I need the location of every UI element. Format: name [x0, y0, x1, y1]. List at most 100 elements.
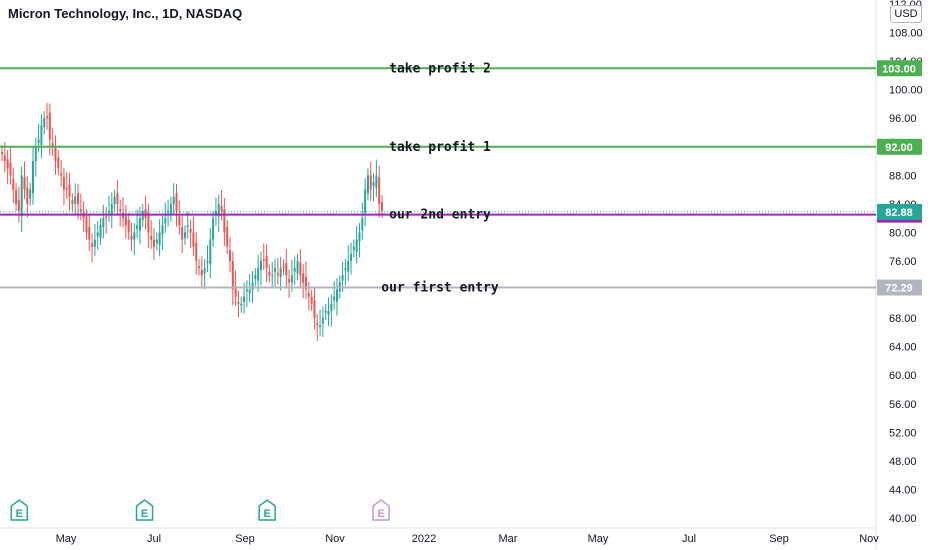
candle-body [212, 218, 215, 240]
candle-body [361, 218, 364, 231]
price-badge-label: 103.00 [882, 63, 916, 75]
candle-body [15, 189, 18, 204]
candle-body [105, 216, 108, 219]
candle-body [237, 302, 240, 304]
candle-body [172, 196, 175, 204]
candle-body [268, 271, 271, 276]
candle-body [17, 200, 20, 212]
earnings-icon[interactable]: E [10, 499, 29, 521]
candle-body [20, 175, 23, 217]
candle-body [46, 116, 49, 119]
candle-body [175, 193, 178, 212]
candle-body [102, 218, 105, 228]
candle-body [229, 250, 231, 261]
candle-body [209, 239, 212, 265]
candle-body [251, 282, 254, 290]
candle-body [40, 125, 43, 145]
x-tick-label: Nov [325, 533, 345, 545]
candle-body [240, 303, 243, 306]
earnings-icon[interactable]: E [135, 499, 154, 521]
candle-body [333, 296, 336, 301]
price-badge [877, 279, 922, 296]
candle-body [60, 173, 63, 176]
y-tick-label: 76.00 [889, 256, 917, 268]
candle-body [265, 255, 268, 269]
candle-body [381, 202, 383, 212]
candle-body [302, 273, 305, 283]
candle-body [169, 203, 172, 215]
candle-body [307, 293, 310, 297]
candle-body [279, 268, 282, 278]
candle-body [99, 225, 102, 238]
candle-body [372, 182, 375, 187]
y-tick-label: 96.00 [889, 113, 917, 125]
candle-body [299, 262, 302, 276]
candle-body [330, 303, 333, 311]
x-tick-label: Sep [235, 533, 255, 545]
candle-body [203, 268, 206, 274]
candle-body [164, 218, 167, 224]
candle-body [274, 268, 277, 272]
y-tick-label: 108.00 [889, 28, 923, 40]
candle-body [12, 178, 15, 190]
candle-body [34, 146, 37, 162]
currency-button[interactable]: USD [890, 5, 922, 23]
candle-body [285, 262, 288, 276]
candle-body [335, 289, 338, 303]
candle-body [9, 162, 12, 176]
candle-body [48, 112, 51, 140]
candle-body [271, 275, 274, 277]
last-price-label: 82.88 [885, 207, 913, 219]
candle-body [344, 268, 347, 270]
candle-body [6, 159, 9, 169]
candle-body [158, 232, 161, 245]
y-tick-label: 48.00 [889, 456, 917, 468]
x-tick-label: Jul [147, 533, 161, 545]
candle-body [223, 209, 226, 233]
candle-body [181, 227, 184, 240]
level-annotation: our 2nd entry [389, 208, 491, 223]
candle-body [161, 225, 164, 235]
candle-body [150, 236, 153, 240]
y-tick-label: 68.00 [889, 313, 917, 325]
candle-body [220, 205, 223, 212]
candle-body [1, 152, 3, 154]
earnings-icon[interactable]: E [258, 499, 276, 521]
candle-body [110, 203, 113, 215]
y-tick-label: 44.00 [889, 484, 917, 496]
candle-body [74, 196, 77, 204]
candle-body [319, 325, 322, 328]
candle-body [31, 161, 34, 194]
candle-body [276, 273, 279, 276]
price-badge [877, 138, 922, 155]
candle-body [65, 187, 68, 190]
candle-body [96, 232, 99, 237]
candle-body [259, 261, 262, 270]
candle-body [305, 277, 307, 290]
candle-body [77, 193, 79, 204]
candle-body [130, 236, 133, 240]
candle-body [293, 268, 296, 272]
candle-body [136, 225, 139, 229]
level-annotation: take profit 2 [389, 61, 491, 76]
candle-body [54, 146, 57, 162]
candle-body [313, 300, 316, 319]
candle-body [138, 218, 141, 231]
candle-body [296, 261, 299, 274]
last-price-badge [877, 203, 922, 220]
candle-body [248, 289, 251, 294]
candle-body [51, 143, 54, 147]
candle-body [133, 232, 136, 240]
candle-body [88, 227, 91, 240]
earnings-icon[interactable]: E [372, 499, 390, 521]
candle-body [189, 228, 192, 233]
y-tick-label: 60.00 [889, 370, 917, 382]
level-annotation: take profit 1 [389, 140, 491, 155]
price-badge-label: 92.00 [885, 142, 913, 154]
candle-body [217, 203, 220, 217]
candle-body [358, 232, 361, 242]
candle-body [324, 310, 327, 313]
candle-body [364, 189, 367, 213]
candle-body [350, 253, 353, 261]
